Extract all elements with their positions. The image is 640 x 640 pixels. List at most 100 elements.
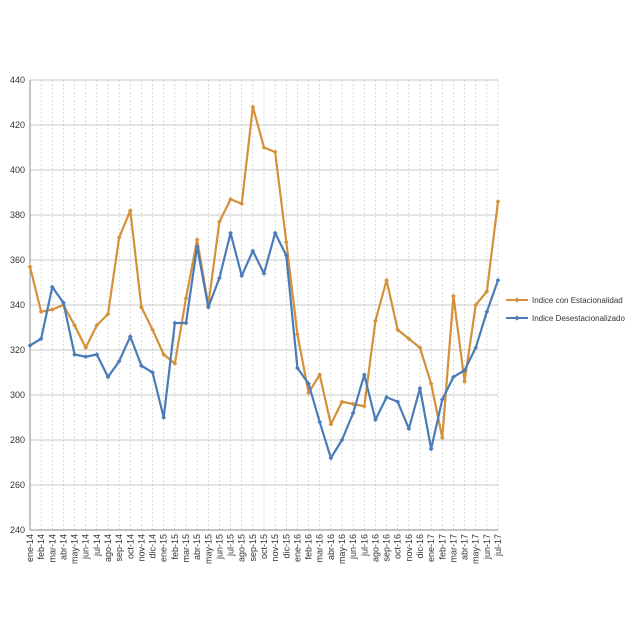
data-point: [484, 289, 490, 294]
legend-label: Indice Desestacionalizado: [532, 314, 625, 323]
data-point: [361, 372, 367, 378]
x-tick-label: mar-14: [47, 534, 57, 563]
data-point: [261, 271, 267, 276]
data-point: [27, 264, 33, 270]
legend: Indice con Estacionalidad Indice Desestac…: [506, 296, 625, 323]
y-tick-label: 300: [10, 390, 25, 400]
x-tick-label: ene-17: [426, 534, 436, 562]
data-point: [61, 300, 66, 306]
x-tick-label: sep-14: [114, 534, 124, 562]
data-point: [72, 322, 77, 328]
y-tick-label: 380: [10, 210, 25, 220]
data-point: [239, 201, 245, 207]
y-tick-label: 400: [10, 165, 25, 175]
data-point: [395, 327, 401, 333]
data-point: [217, 275, 222, 281]
x-tick-label: ene-16: [292, 534, 302, 562]
x-tick-label: jul-14: [92, 534, 102, 557]
x-tick-label: jun-17: [482, 534, 492, 560]
data-point: [395, 399, 401, 405]
x-tick-label: ene-14: [25, 534, 35, 562]
data-point: [83, 354, 89, 360]
x-tick-label: may-17: [471, 534, 481, 564]
x-tick-label: abr-14: [58, 534, 68, 560]
x-tick-label: abr-17: [460, 534, 470, 560]
data-point: [328, 455, 334, 461]
data-point: [406, 336, 412, 342]
x-tick-label: jun-16: [348, 534, 358, 560]
x-tick-label: jul-15: [226, 534, 236, 557]
y-tick-label: 440: [10, 75, 25, 85]
x-tick-label: oct-15: [259, 534, 269, 559]
data-point: [406, 426, 412, 432]
data-point: [49, 307, 55, 312]
x-tick-label: jun-15: [214, 534, 224, 560]
data-point: [272, 149, 278, 155]
data-point: [495, 277, 501, 283]
data-point: [317, 419, 323, 425]
data-point: [228, 230, 233, 236]
data-point: [217, 219, 222, 225]
series-layer: [27, 104, 501, 461]
x-tick-label: dic-15: [281, 534, 291, 559]
data-point: [150, 327, 155, 333]
data-point: [384, 394, 389, 400]
x-tick-label: jul-16: [359, 534, 369, 557]
data-point: [306, 381, 311, 387]
data-point: [161, 415, 167, 420]
data-point: [105, 311, 111, 317]
y-tick-label: 240: [10, 525, 25, 535]
x-tick-label: dic-14: [148, 534, 158, 559]
data-point: [473, 345, 479, 351]
data-point: [127, 334, 133, 339]
data-point: [462, 367, 467, 373]
y-tick-label: 280: [10, 435, 25, 445]
data-point: [49, 284, 55, 290]
data-point: [172, 320, 178, 326]
data-point: [161, 352, 167, 357]
x-tick-label: jun-14: [81, 534, 91, 560]
x-tick-label: jul-17: [493, 534, 503, 557]
data-point: [261, 145, 267, 150]
x-tick-label: abr-16: [326, 534, 336, 560]
data-point: [295, 331, 300, 337]
data-point: [473, 302, 479, 308]
data-point: [83, 345, 89, 351]
data-point: [38, 336, 44, 342]
data-point: [250, 248, 256, 254]
x-tick-label: may-14: [70, 534, 80, 564]
data-point: [439, 435, 445, 441]
data-point: [462, 379, 467, 384]
data-point: [94, 352, 100, 357]
data-point: [250, 104, 256, 110]
data-point: [116, 235, 122, 240]
data-point: [94, 322, 100, 328]
x-tick-label: feb-16: [304, 534, 314, 560]
data-point: [139, 304, 144, 310]
legend-label: Indice con Estacionalidad: [532, 296, 623, 305]
y-tick-label: 260: [10, 480, 25, 490]
data-point: [350, 410, 356, 416]
data-point: [295, 365, 300, 371]
x-tick-label: dic-16: [415, 534, 425, 559]
x-tick-label: ago-15: [237, 534, 247, 562]
data-point: [194, 237, 200, 243]
data-point: [328, 421, 334, 427]
data-point: [150, 370, 155, 375]
data-point: [38, 309, 44, 315]
y-tick-label: 340: [10, 300, 25, 310]
x-tick-label: mar-17: [448, 534, 458, 563]
data-point: [105, 374, 111, 380]
data-point: [428, 446, 434, 452]
data-point: [283, 239, 289, 245]
x-tick-label: sep-16: [382, 534, 392, 562]
x-tick-label: oct-14: [125, 534, 135, 559]
x-tick-label: abr-15: [192, 534, 202, 560]
data-point: [384, 277, 389, 283]
x-tick-label: ago-16: [370, 534, 380, 562]
x-tick-label: mar-16: [315, 534, 325, 563]
data-point: [451, 293, 456, 299]
data-point: [451, 374, 456, 380]
x-tick-label: oct-16: [393, 534, 403, 559]
y-tick-label: 320: [10, 345, 25, 355]
